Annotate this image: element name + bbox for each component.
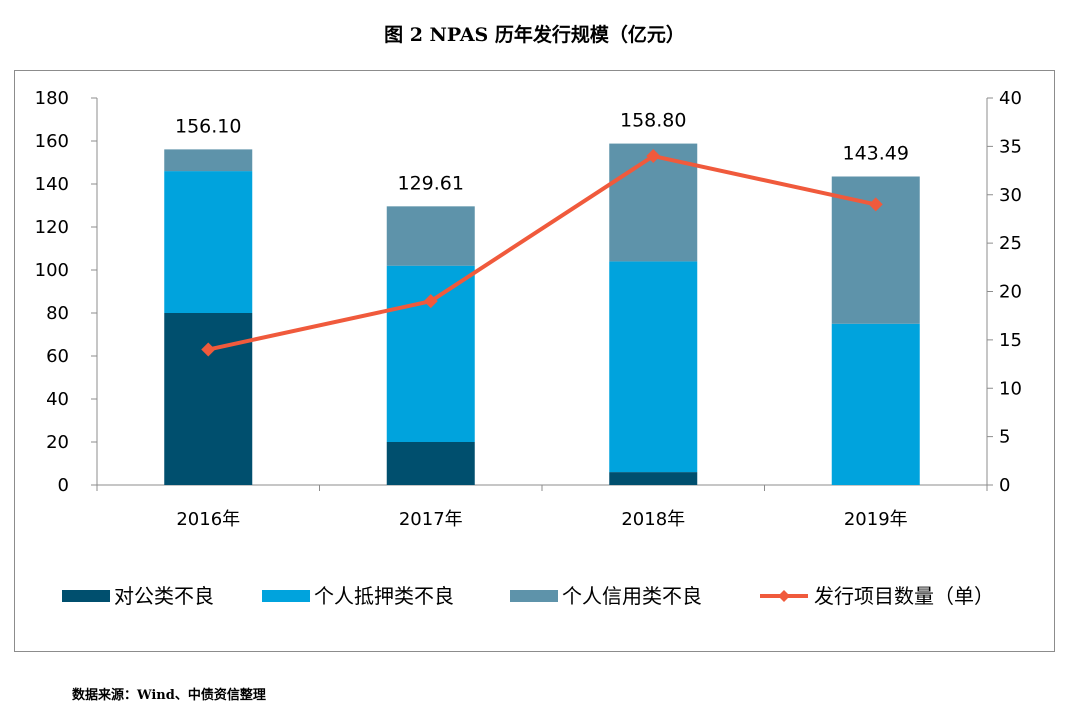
bar-segment [386, 206, 475, 266]
source-note: 数据来源：Wind、中债资信整理 [72, 688, 266, 703]
x-tick-label: 2017年 [399, 509, 463, 530]
legend: 对公类不良 个人抵押类不良 个人信用类不良 发行项目数量（单） [62, 584, 994, 608]
line-marker [201, 342, 216, 357]
bars [164, 143, 920, 485]
x-tick-label: 2019年 [844, 509, 908, 530]
line-marker [868, 197, 883, 212]
bar-segment [386, 442, 475, 485]
right-tick-label: 0 [999, 475, 1010, 496]
legend-marker [778, 590, 790, 602]
right-tick-label: 15 [999, 330, 1022, 351]
x-tick-label: 2018年 [621, 509, 685, 530]
chart-frame [14, 70, 1055, 652]
right-tick-label: 5 [999, 427, 1010, 448]
bar-segment [164, 313, 253, 485]
bar-segment [831, 323, 920, 485]
right-tick-label: 30 [999, 185, 1022, 206]
left-tick-label: 100 [35, 260, 69, 281]
legend-label: 个人信用类不良 [562, 584, 702, 608]
left-tick-label: 80 [46, 303, 69, 324]
left-tick-label: 160 [35, 131, 69, 152]
line-marker [646, 149, 661, 164]
left-tick-label: 140 [35, 174, 69, 195]
left-tick-label: 180 [35, 88, 69, 109]
right-tick-label: 25 [999, 233, 1022, 254]
right-tick-label: 40 [999, 88, 1022, 109]
chart-title: 图 2 NPAS 历年发行规模（亿元） [384, 24, 685, 46]
right-tick-label: 35 [999, 136, 1022, 157]
right-tick-label: 10 [999, 378, 1022, 399]
bar-segment [164, 171, 253, 313]
legend-swatch [510, 590, 558, 602]
total-label: 156.10 [175, 115, 241, 137]
line-series [201, 149, 883, 357]
bar-segment [609, 472, 698, 485]
legend-label: 发行项目数量（单） [814, 584, 994, 608]
right-tick-label: 20 [999, 282, 1022, 303]
legend-swatch [62, 590, 110, 602]
left-tick-label: 40 [46, 389, 69, 410]
total-label: 158.80 [620, 110, 686, 132]
total-label: 143.49 [843, 142, 909, 164]
legend-label: 对公类不良 [114, 584, 214, 608]
labels: 156.10 129.61 158.80 143.49 [175, 110, 909, 195]
left-tick-label: 60 [46, 346, 69, 367]
left-tick-label: 120 [35, 217, 69, 238]
legend-label: 个人抵押类不良 [314, 584, 454, 608]
bar-segment [386, 265, 475, 442]
bar-segment [609, 261, 698, 473]
line-marker [423, 294, 438, 309]
total-label: 129.61 [398, 172, 464, 194]
legend-swatch [262, 590, 310, 602]
line-path [207, 154, 877, 352]
left-tick-label: 0 [58, 475, 69, 496]
x-tick-label: 2016年 [176, 509, 240, 530]
left-tick-label: 20 [46, 432, 69, 453]
bar-segment [164, 149, 253, 172]
